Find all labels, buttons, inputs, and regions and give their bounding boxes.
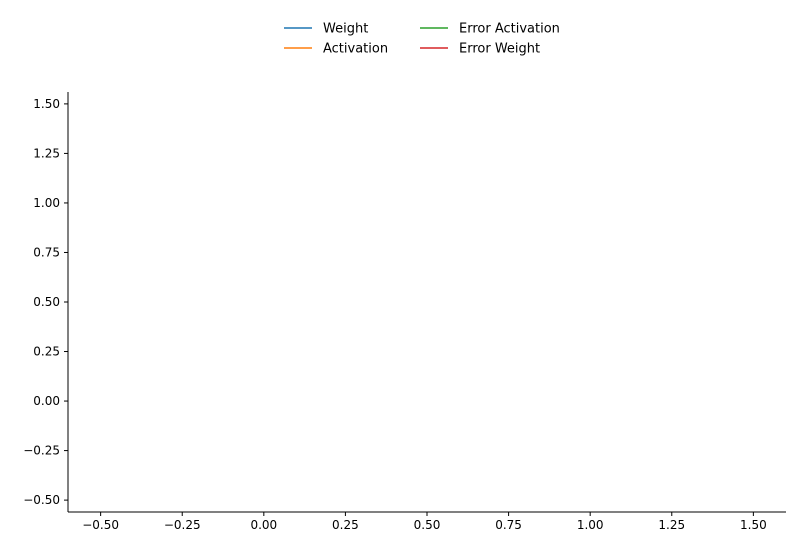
x-tick-label: 0.25 bbox=[332, 518, 359, 532]
x-tick-label: 1.00 bbox=[577, 518, 604, 532]
axes bbox=[67, 92, 786, 513]
y-tick-label: 0.00 bbox=[33, 394, 60, 408]
y-tick-label: 0.50 bbox=[33, 295, 60, 309]
x-tick-label: 0.50 bbox=[414, 518, 441, 532]
y-tick-label: 0.25 bbox=[33, 345, 60, 359]
x-ticks: −0.50 −0.25 0.00 0.25 0.50 0.75 1.00 1.25 1.50 bbox=[82, 512, 767, 532]
y-tick-label: 1.00 bbox=[33, 196, 60, 210]
x-tick-label: 1.50 bbox=[740, 518, 767, 532]
y-tick-label: 1.25 bbox=[33, 146, 60, 160]
legend-label: Weight bbox=[323, 22, 368, 37]
y-tick-label: −0.25 bbox=[23, 444, 60, 458]
x-tick-label: 1.25 bbox=[658, 518, 685, 532]
legend: Weight Activation Error Activation Error We… bbox=[284, 22, 560, 57]
y-tick-label: −0.50 bbox=[23, 493, 60, 507]
y-tick-label: 1.50 bbox=[33, 97, 60, 111]
legend-label: Error Activation bbox=[459, 22, 560, 37]
x-tick-label: −0.50 bbox=[82, 518, 119, 532]
y-tick-label: 0.75 bbox=[33, 245, 60, 259]
legend-label: Activation bbox=[323, 42, 388, 57]
legend-label: Error Weight bbox=[459, 42, 540, 57]
x-tick-label: 0.75 bbox=[495, 518, 522, 532]
x-tick-label: 0.00 bbox=[250, 518, 277, 532]
x-tick-label: −0.25 bbox=[164, 518, 201, 532]
y-ticks: −0.50 −0.25 0.00 0.25 0.50 0.75 1.00 1.25 1.50 bbox=[23, 97, 68, 507]
